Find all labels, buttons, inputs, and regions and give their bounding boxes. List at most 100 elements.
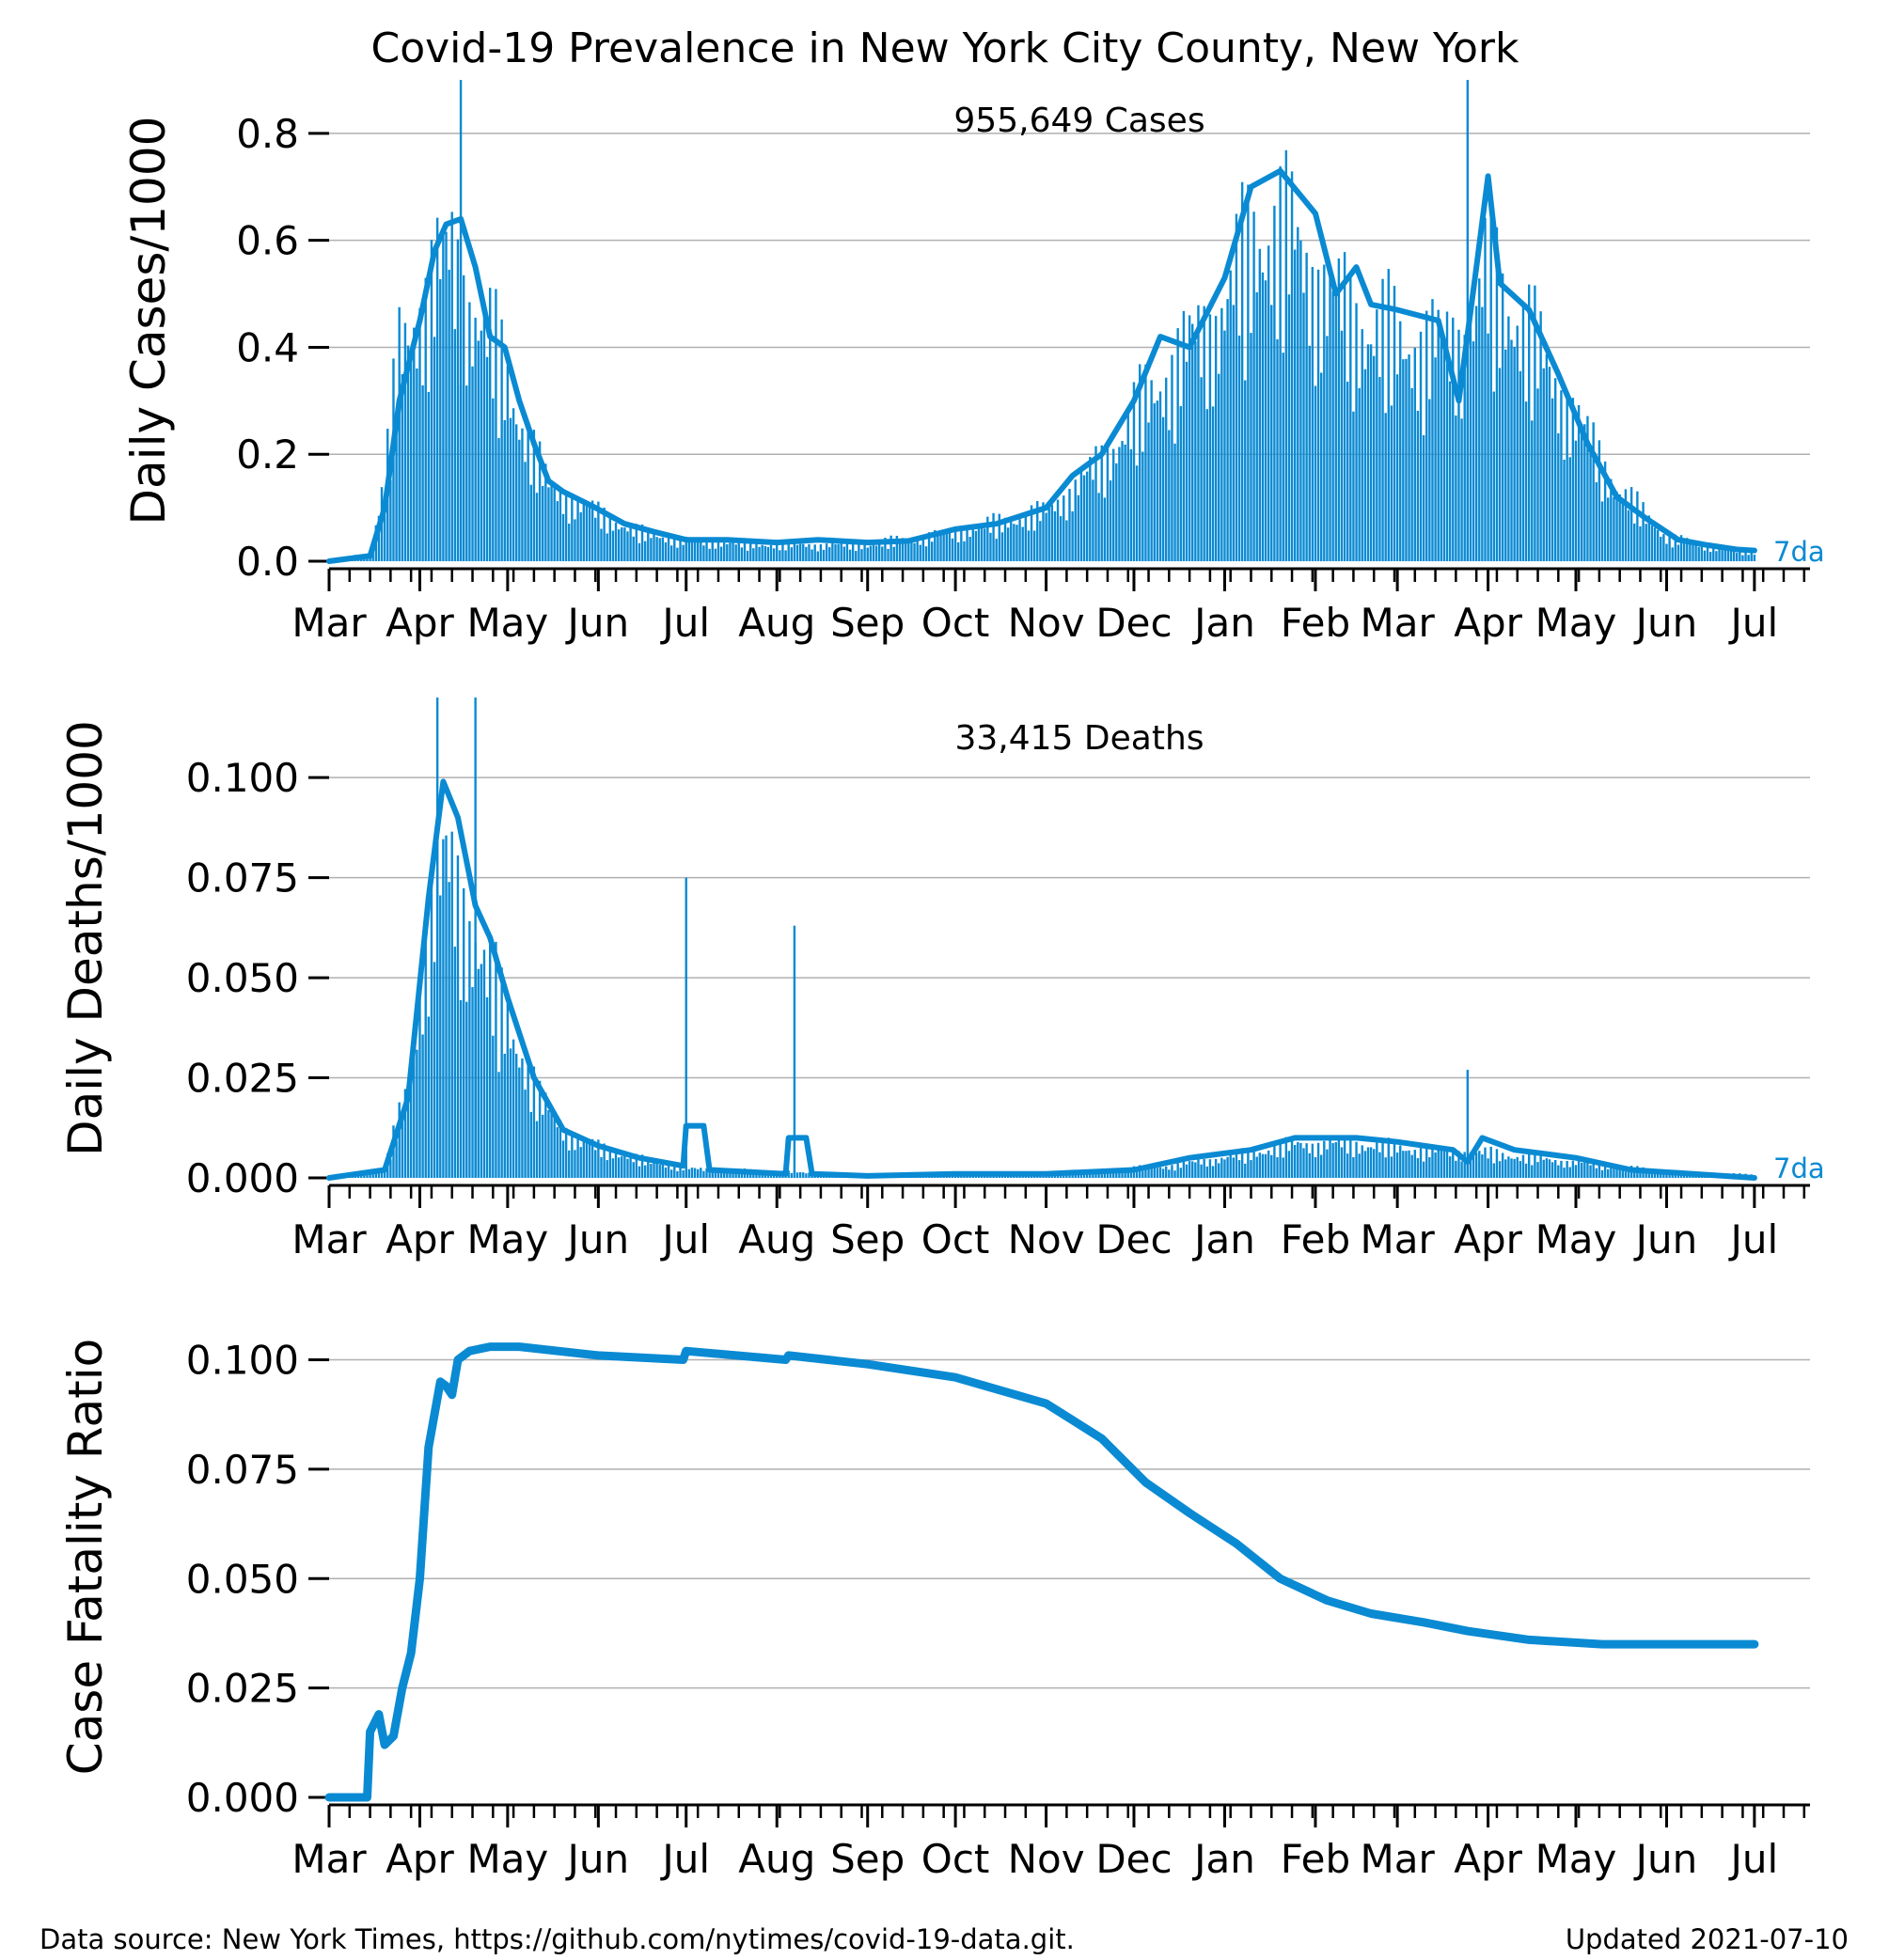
daily-bar: [1408, 1150, 1410, 1178]
daily-bar: [650, 1164, 653, 1178]
daily-bar: [752, 548, 755, 561]
daily-bar: [1586, 1161, 1589, 1178]
daily-bar: [1200, 1164, 1203, 1178]
daily-bar: [667, 1165, 670, 1178]
daily-bar: [1229, 1154, 1232, 1178]
daily-bar: [869, 545, 873, 561]
daily-bar: [1161, 1168, 1165, 1178]
daily-bar: [547, 487, 550, 561]
daily-bar: [568, 524, 571, 561]
daily-bar: [960, 529, 963, 561]
daily-bar: [927, 532, 931, 561]
daily-bar: [524, 1090, 527, 1178]
daily-bar: [363, 1173, 366, 1178]
daily-bar: [716, 1169, 720, 1178]
daily-bar: [1293, 249, 1297, 561]
daily-bar: [509, 1048, 512, 1178]
x-tick-label: Oct: [921, 1216, 990, 1262]
daily-bar: [550, 485, 553, 561]
y-tick-label: 0.8: [236, 111, 299, 157]
daily-bar: [828, 547, 831, 561]
daily-bar: [1369, 1147, 1373, 1178]
daily-bar: [574, 1150, 576, 1178]
daily-bar: [776, 542, 779, 561]
daily-bar: [1600, 501, 1604, 561]
daily-bar: [1165, 1166, 1168, 1178]
daily-bar: [1434, 357, 1437, 561]
daily-bar: [1316, 1142, 1320, 1178]
data-source-note: Data source: New York Times, https://git…: [39, 1923, 1075, 1955]
daily-bar: [831, 542, 834, 561]
daily-bar: [1118, 447, 1121, 561]
daily-bar: [477, 340, 480, 561]
daily-bar: [1314, 1156, 1317, 1178]
daily-bar: [529, 1111, 532, 1178]
daily-bar: [561, 1140, 565, 1178]
daily-bar: [1442, 341, 1446, 561]
daily-bar: [719, 546, 723, 561]
daily-bar: [1531, 1165, 1534, 1178]
daily-bar: [1284, 1137, 1288, 1178]
daily-bar: [1521, 1154, 1525, 1178]
daily-bar: [518, 439, 521, 561]
daily-bar: [532, 1066, 536, 1178]
daily-bar: [1425, 310, 1428, 561]
daily-bar: [953, 529, 957, 561]
daily-bar: [632, 536, 635, 561]
daily-bar: [1671, 547, 1674, 561]
daily-bar: [1068, 489, 1071, 561]
daily-bar: [822, 549, 826, 561]
daily-bar: [369, 1171, 371, 1178]
daily-bar: [611, 530, 615, 561]
daily-bar: [1484, 217, 1487, 561]
daily-bar: [766, 546, 770, 561]
daily-bar: [559, 1120, 562, 1178]
daily-bar: [1185, 1164, 1188, 1178]
daily-bar: [714, 548, 717, 561]
spike-bar: [459, 80, 463, 561]
daily-bar: [700, 538, 702, 561]
daily-bar: [532, 430, 536, 561]
daily-bar: [1247, 1148, 1250, 1178]
daily-bar: [1577, 1160, 1581, 1178]
daily-bar: [1018, 519, 1021, 561]
daily-bar: [1003, 517, 1007, 561]
daily-bar: [1188, 1161, 1191, 1178]
x-tick-label: May: [1535, 1216, 1617, 1262]
x-tick-label: Nov: [1008, 1836, 1085, 1882]
daily-bar: [1094, 446, 1097, 561]
daily-bar: [1527, 1152, 1531, 1178]
daily-bar: [409, 1071, 413, 1178]
daily-bar: [632, 1162, 635, 1178]
daily-bar: [1156, 1168, 1159, 1178]
x-tick-label: Apr: [386, 1836, 454, 1882]
daily-bar: [383, 1170, 386, 1178]
daily-bar: [1472, 1154, 1475, 1178]
daily-bar: [1697, 546, 1700, 561]
daily-bar: [679, 536, 682, 561]
daily-bar: [1267, 1150, 1270, 1178]
daily-bar: [1501, 1152, 1504, 1178]
daily-bar: [1639, 525, 1642, 561]
daily-bar: [403, 1089, 407, 1178]
daily-bar: [1504, 1159, 1507, 1178]
daily-bar: [1211, 406, 1215, 561]
daily-bar: [834, 543, 837, 561]
daily-bar: [669, 545, 673, 561]
daily-bar: [1645, 1170, 1647, 1178]
daily-bar: [1302, 292, 1305, 561]
x-tick-label: Oct: [921, 600, 990, 646]
daily-bar: [1516, 325, 1519, 561]
daily-bar: [702, 545, 705, 561]
x-tick-label: Jan: [1191, 1216, 1255, 1262]
daily-bar: [1460, 418, 1463, 561]
daily-bar: [1235, 213, 1238, 561]
daily-bar: [1273, 205, 1276, 561]
daily-bar: [521, 428, 524, 561]
daily-bar: [842, 546, 846, 561]
daily-bar: [468, 302, 471, 561]
daily-bar: [1402, 1151, 1405, 1178]
daily-bar: [582, 1139, 586, 1178]
daily-bar: [840, 541, 842, 561]
daily-bar: [1613, 1168, 1615, 1178]
